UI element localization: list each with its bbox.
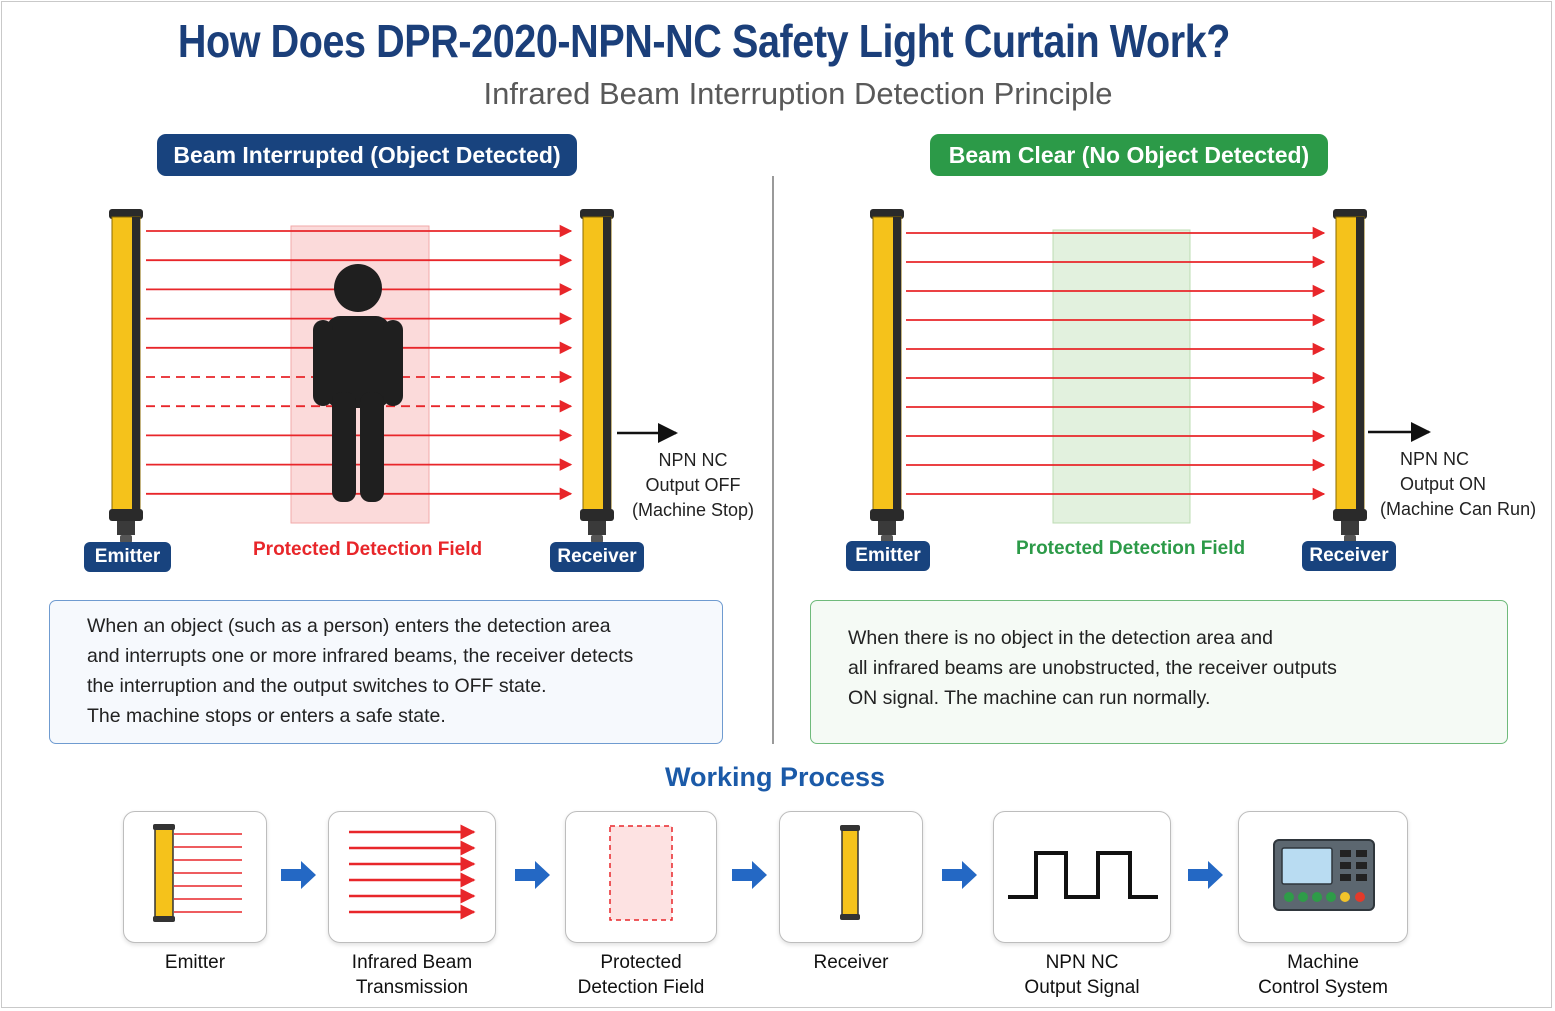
right-description-box: When there is no object in the detection… — [810, 600, 1508, 744]
step-receiver-label-line-1: Receiver — [813, 952, 889, 973]
right-output-line-3: (Machine Can Run) — [1380, 499, 1537, 519]
step-emitter-label-line-1: Emitter — [164, 952, 226, 973]
infrared-beams-icon — [349, 824, 476, 920]
left-output-line-2: Output OFF — [645, 475, 741, 495]
right-detection-field-area — [1052, 229, 1191, 524]
step-output-label-line-2: Output Signal — [1024, 977, 1140, 998]
left-description-box: When an object (such as a person) enters… — [49, 600, 723, 744]
page-title: How Does DPR-2020-NPN-NC Safety Light Cu… — [177, 15, 1231, 67]
step-output-label-line-1: NPN NC — [1045, 952, 1119, 973]
step-field-label-line-2: Detection Field — [577, 977, 705, 998]
right-receiver-label: Receiver — [1302, 541, 1396, 571]
step-control-label: Machine Control System — [1223, 950, 1423, 1000]
step-infrared-label-line-2: Transmission — [355, 977, 469, 998]
person-silhouette — [313, 264, 403, 502]
step-control-label-line-2: Control System — [1258, 977, 1388, 998]
right-output-line-2: Output ON — [1400, 474, 1487, 494]
left-description-line-1: When an object (such as a person) enters… — [87, 615, 611, 637]
left-panel-heading: Beam Interrupted (Object Detected) — [157, 134, 577, 176]
step-infrared-label: Infrared Beam Transmission — [312, 950, 512, 1000]
left-output-line-3: (Machine Stop) — [631, 500, 755, 520]
control-panel-icon — [1273, 839, 1375, 911]
left-description-line-4: The machine stops or enters a safe state… — [87, 705, 446, 727]
right-output-line-1: NPN NC — [1400, 449, 1470, 469]
right-output-text: NPN NC Output ON (Machine Can Run) — [1380, 447, 1538, 522]
process-flow-arrows — [281, 861, 1223, 889]
right-field-label: Protected Detection Field — [1016, 538, 1246, 559]
right-panel-heading: Beam Clear (No Object Detected) — [930, 134, 1328, 176]
left-description-line-2: and interrupts one or more infrared beam… — [87, 645, 634, 667]
left-receiver-label: Receiver — [550, 542, 644, 572]
left-output-text: NPN NC Output OFF (Machine Stop) — [628, 448, 758, 523]
panel-divider — [772, 176, 774, 744]
step-emitter-label: Emitter — [123, 950, 267, 975]
left-field-label: Protected Detection Field — [253, 539, 483, 560]
right-description-line-1: When there is no object in the detection… — [848, 627, 1273, 649]
step-receiver-label: Receiver — [779, 950, 923, 975]
right-description-line-2: all infrared beams are unobstructed, the… — [848, 657, 1337, 679]
square-wave-icon — [1008, 851, 1158, 899]
step-infrared-label-line-1: Infrared Beam — [351, 952, 473, 973]
receiver-icon — [840, 825, 860, 920]
step-control-label-line-1: Machine — [1287, 952, 1359, 973]
step-output-label: NPN NC Output Signal — [982, 950, 1182, 1000]
detection-field-icon — [609, 825, 673, 921]
page-subtitle: Infrared Beam Interruption Detection Pri… — [483, 76, 1113, 111]
working-process-title: Working Process — [664, 762, 886, 792]
step-emitter-box — [123, 811, 267, 943]
step-field-label-line-1: Protected — [600, 952, 682, 973]
left-description-line-3: the interruption and the output switches… — [87, 675, 547, 697]
right-emitter-label: Emitter — [846, 541, 930, 571]
emitter-icon — [153, 824, 242, 922]
left-emitter-label: Emitter — [84, 542, 171, 572]
step-field-label: Protected Detection Field — [541, 950, 741, 1000]
right-infrared-beams — [906, 226, 1326, 501]
left-output-line-1: NPN NC — [658, 450, 728, 470]
step-output-box — [993, 811, 1171, 943]
right-description-line-3: ON signal. The machine can run normally. — [848, 687, 1211, 709]
